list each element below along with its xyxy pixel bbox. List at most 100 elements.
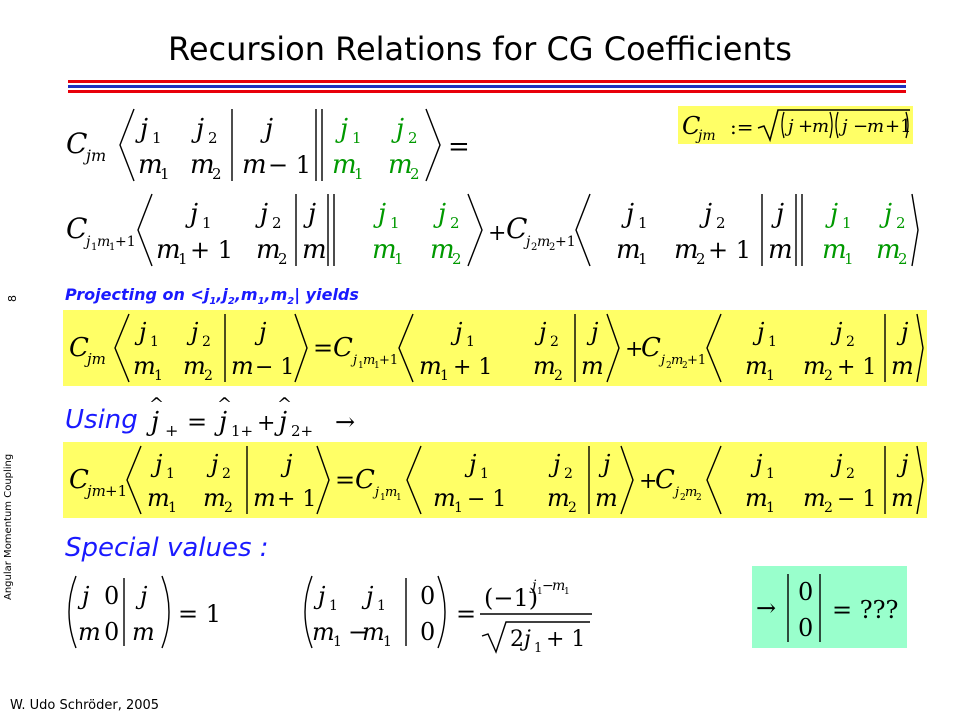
svg-text:1: 1 <box>166 466 175 482</box>
svg-text:m: m <box>891 484 914 512</box>
svg-text:+1: +1 <box>379 353 398 368</box>
svg-text:j: j <box>464 450 477 478</box>
svg-text:2: 2 <box>824 368 833 384</box>
svg-text:+: + <box>165 421 178 440</box>
svg-text:m: m <box>385 485 397 500</box>
svg-text:j: j <box>313 582 326 610</box>
svg-text:2: 2 <box>896 214 906 232</box>
svg-text:2: 2 <box>212 165 222 183</box>
svg-text:2: 2 <box>846 334 855 350</box>
svg-text:m: m <box>822 235 847 265</box>
svg-text:1: 1 <box>152 129 162 147</box>
svg-text:1: 1 <box>454 500 463 516</box>
svg-text:=: = <box>448 132 470 162</box>
special-value-1: j 0 j m 0 m = 1 <box>68 575 221 649</box>
svg-text:+: + <box>639 469 657 494</box>
svg-text:→: → <box>756 594 776 622</box>
svg-text:0: 0 <box>104 582 119 610</box>
page-number: 8 <box>6 295 19 302</box>
svg-text:1: 1 <box>178 250 188 268</box>
special-value-3-box: → 0 0 = ??? <box>752 566 907 648</box>
svg-text:m: m <box>388 150 413 180</box>
svg-text:m: m <box>419 352 442 380</box>
svg-text:+1: +1 <box>115 234 136 250</box>
svg-text:+1: +1 <box>555 234 576 250</box>
svg-text:1: 1 <box>638 214 648 232</box>
svg-text:j: j <box>303 199 316 229</box>
svg-text:m: m <box>581 352 604 380</box>
svg-text:m: m <box>803 352 826 380</box>
svg-text:1: 1 <box>354 165 364 183</box>
svg-text:m: m <box>156 235 181 265</box>
svg-text:C: C <box>66 127 87 160</box>
svg-text:1: 1 <box>377 598 386 614</box>
svg-text:2: 2 <box>554 368 563 384</box>
title-rule-red-2 <box>68 90 906 93</box>
svg-text:j: j <box>186 318 199 346</box>
svg-text:j: j <box>206 450 219 478</box>
svg-text:j: j <box>699 199 712 229</box>
svg-text:2: 2 <box>208 129 218 147</box>
projecting-prefix: Projecting on <j <box>65 285 210 304</box>
svg-text:1: 1 <box>537 587 543 597</box>
svg-text:= 1: = 1 <box>178 600 221 628</box>
svg-text:m: m <box>372 235 397 265</box>
svg-text:j: j <box>372 485 379 500</box>
svg-text:2: 2 <box>450 214 460 232</box>
svg-text:1: 1 <box>91 242 97 253</box>
svg-text:2: 2 <box>696 493 702 503</box>
svg-text:=: = <box>187 408 207 436</box>
special-value-3: → 0 0 = ??? <box>756 574 898 642</box>
svg-text:1: 1 <box>394 250 404 268</box>
svg-text:+ 1: + 1 <box>546 627 585 652</box>
svg-text:m: m <box>674 235 699 265</box>
svg-text:2: 2 <box>222 466 231 482</box>
svg-text:0: 0 <box>420 618 435 646</box>
using-caption: Using <box>65 405 138 435</box>
svg-text:1: 1 <box>358 361 364 371</box>
svg-text:1: 1 <box>168 500 177 516</box>
svg-text:→: → <box>335 408 355 436</box>
svg-text:+ 1: + 1 <box>190 236 233 264</box>
svg-text:2: 2 <box>680 493 686 503</box>
svg-text:= ???: = ??? <box>832 596 898 624</box>
svg-text:+ 1: + 1 <box>277 487 316 512</box>
svg-text:j: j <box>450 318 463 346</box>
svg-text:j: j <box>150 450 163 478</box>
special-values-caption: Special values : <box>65 533 269 563</box>
svg-text:m: m <box>616 235 641 265</box>
svg-text:m: m <box>190 150 215 180</box>
svg-text:0: 0 <box>798 578 813 606</box>
svg-text:1: 1 <box>329 598 338 614</box>
svg-text:2: 2 <box>204 368 213 384</box>
svg-text:j: j <box>750 450 763 478</box>
svg-text:j: j <box>771 199 784 229</box>
svg-text:j: j <box>548 450 561 478</box>
svg-text:1: 1 <box>766 368 775 384</box>
svg-text:C: C <box>506 212 527 245</box>
svg-text:j: j <box>598 450 611 478</box>
svg-text:m: m <box>132 618 155 646</box>
svg-text:m: m <box>203 484 226 512</box>
svg-text:m: m <box>891 352 914 380</box>
svg-text:m: m <box>97 234 110 250</box>
svg-text:m: m <box>433 484 456 512</box>
svg-text:m: m <box>231 352 254 380</box>
svg-text:1: 1 <box>109 242 115 253</box>
svg-text:m: m <box>138 150 163 180</box>
svg-text:− 1: − 1 <box>467 487 506 512</box>
svg-text:m: m <box>242 150 267 180</box>
svg-text:m: m <box>876 235 901 265</box>
svg-text:m: m <box>147 484 170 512</box>
svg-text:+ 1: + 1 <box>708 236 751 264</box>
svg-text:2: 2 <box>564 466 573 482</box>
svg-text:j: j <box>658 353 665 368</box>
svg-text:m: m <box>537 234 550 250</box>
svg-text:2: 2 <box>550 334 559 350</box>
svg-text:C: C <box>682 112 700 140</box>
svg-text:2+: 2+ <box>291 422 313 440</box>
